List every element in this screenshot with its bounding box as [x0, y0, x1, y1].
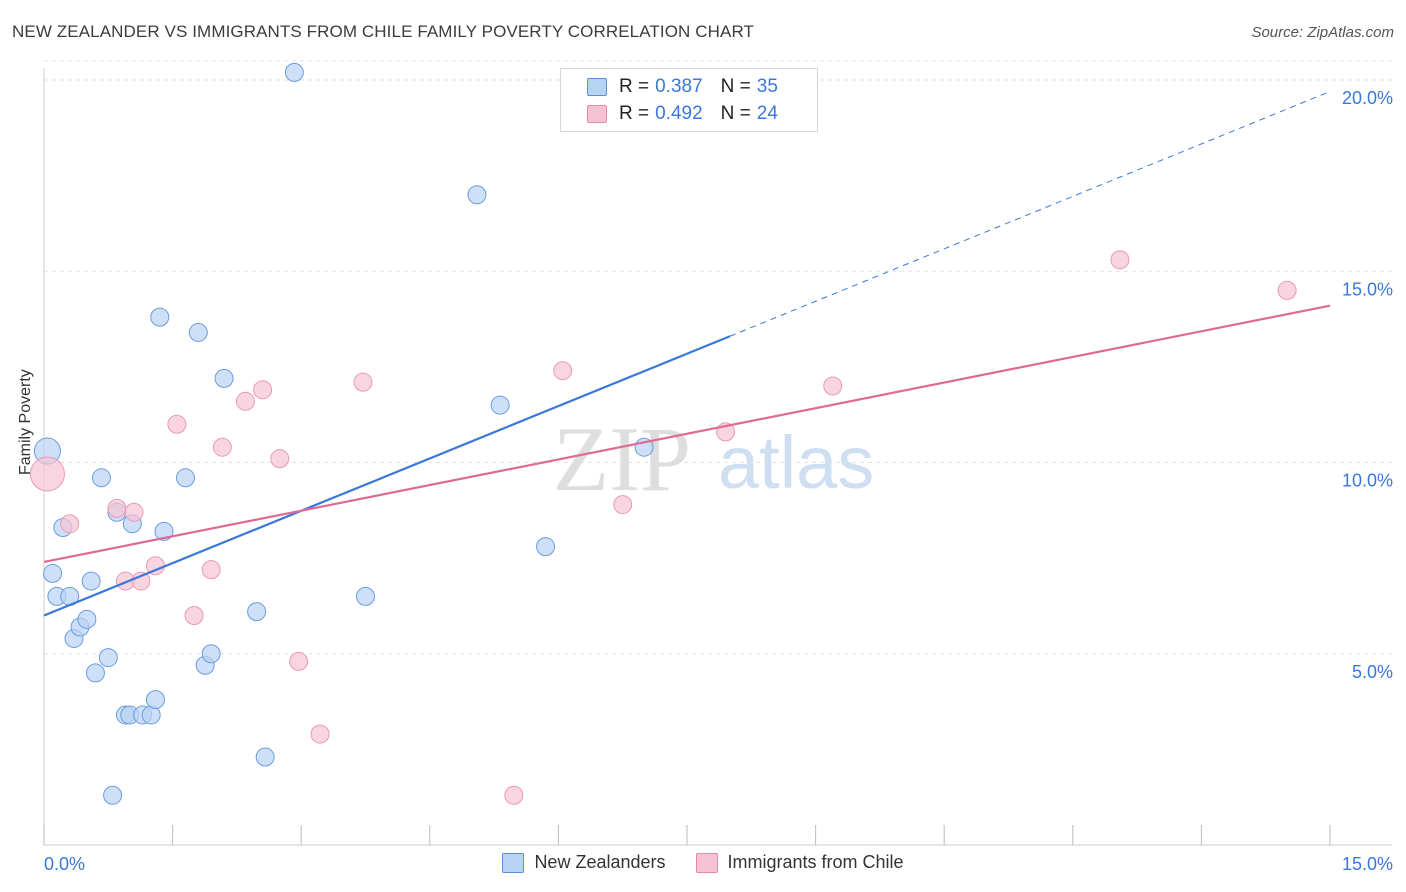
point-new-zealanders	[214, 368, 234, 388]
y-tick-label: 20.0%	[1342, 88, 1393, 108]
legend-swatch-pink	[587, 105, 607, 123]
series-swatch-pink	[695, 852, 718, 873]
series-swatch-blue	[502, 852, 525, 873]
point-new-zealanders	[356, 586, 375, 606]
point-new-zealanders	[103, 785, 123, 805]
point-immigrants-chile	[60, 514, 80, 534]
chart-source: Source: ZipAtlas.com	[1251, 24, 1394, 41]
point-immigrants-chile	[353, 372, 373, 392]
legend-n-label: N =	[720, 76, 751, 97]
legend-row-new-zealanders: R = 0.387 N = 35	[587, 75, 778, 99]
point-new-zealanders	[85, 663, 105, 683]
point-immigrants-chile	[29, 456, 65, 492]
point-immigrants-chile	[270, 449, 290, 469]
point-immigrants-chile	[823, 376, 843, 396]
y-tick-label: 15.0%	[1342, 279, 1393, 299]
chart-title: NEW ZEALANDER VS IMMIGRANTS FROM CHILE F…	[12, 22, 754, 41]
point-immigrants-chile	[1110, 250, 1130, 270]
x-tick-label-min: 0.0%	[44, 854, 85, 874]
y-axis-label: Family Poverty	[17, 369, 34, 475]
point-immigrants-chile	[553, 361, 573, 381]
point-new-zealanders	[91, 468, 111, 488]
point-new-zealanders	[150, 307, 170, 327]
point-immigrants-chile	[289, 651, 309, 671]
point-immigrants-chile	[184, 606, 204, 625]
trendline-new-zealanders	[43, 335, 731, 617]
legend-r-value: 0.387	[655, 76, 703, 97]
point-new-zealanders	[175, 468, 195, 488]
trendline-immigrants-chile	[43, 304, 1331, 564]
point-new-zealanders	[98, 648, 118, 668]
legend-r-label: R =	[619, 76, 650, 97]
legend-r-label: R =	[619, 103, 650, 124]
point-immigrants-chile	[212, 437, 232, 457]
point-immigrants-chile	[201, 560, 221, 580]
point-immigrants-chile	[167, 414, 187, 434]
legend-n-label: N =	[720, 103, 751, 124]
point-immigrants-chile	[235, 391, 255, 411]
point-new-zealanders	[201, 644, 221, 664]
point-immigrants-chile	[613, 495, 633, 515]
series-legend-label: New Zealanders	[534, 852, 666, 872]
point-immigrants-chile	[253, 380, 273, 400]
legend-row-immigrants-chile: R = 0.492 N = 24	[587, 102, 778, 126]
point-immigrants-chile	[131, 571, 151, 591]
point-new-zealanders	[490, 395, 510, 415]
point-new-zealanders	[81, 571, 101, 591]
y-tick-label: 5.0%	[1352, 662, 1393, 682]
point-new-zealanders	[43, 563, 63, 583]
point-new-zealanders	[467, 185, 487, 205]
stats-legend: R = 0.387 N = 35 R = 0.492 N = 24	[560, 68, 818, 132]
legend-n-value: 35	[756, 76, 778, 97]
point-new-zealanders	[536, 537, 556, 557]
y-tick-label: 10.0%	[1342, 471, 1393, 491]
point-immigrants-chile	[107, 498, 127, 518]
point-new-zealanders	[77, 609, 97, 629]
series-legend-immigrants-chile: Immigrants from Chile	[695, 852, 904, 873]
point-new-zealanders	[284, 62, 304, 82]
point-immigrants-chile	[1277, 280, 1297, 300]
series-legend-new-zealanders: New Zealanders	[502, 852, 666, 873]
x-tick-label-max: 15.0%	[1342, 854, 1393, 874]
watermark-zip: ZIP	[553, 408, 691, 510]
series-legend-label: Immigrants from Chile	[727, 852, 904, 872]
trendline-extension-new-zealanders	[729, 91, 1331, 337]
point-immigrants-chile	[124, 502, 144, 522]
point-new-zealanders	[247, 602, 267, 622]
legend-r-value: 0.492	[655, 103, 703, 124]
point-new-zealanders	[154, 521, 174, 541]
point-immigrants-chile	[504, 785, 524, 805]
series-legend: New Zealanders Immigrants from Chile	[0, 852, 1406, 873]
point-new-zealanders	[145, 690, 165, 710]
legend-n-value: 24	[756, 103, 778, 124]
legend-swatch-blue	[587, 78, 607, 96]
point-new-zealanders	[188, 322, 208, 342]
point-new-zealanders	[255, 747, 275, 767]
point-immigrants-chile	[310, 724, 330, 744]
